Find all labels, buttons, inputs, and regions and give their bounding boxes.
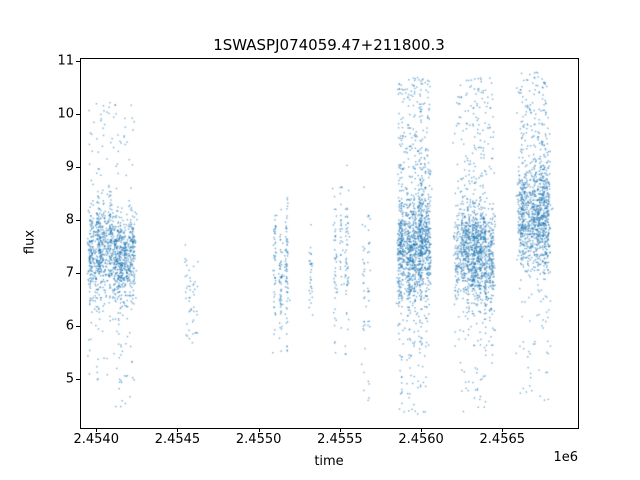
y-tick [76, 273, 80, 275]
x-tick-label: 2.4565 [479, 432, 526, 447]
y-tick-label: 11 [57, 53, 74, 69]
x-tick [421, 428, 423, 432]
y-tick-label: 6 [65, 318, 74, 334]
y-tick [76, 219, 80, 221]
y-tick [76, 326, 80, 328]
x-tick [339, 428, 341, 432]
y-tick [76, 113, 80, 115]
y-tick-label: 9 [65, 159, 74, 175]
y-tick [76, 379, 80, 381]
x-tick-label: 2.4545 [154, 432, 201, 447]
x-tick [177, 428, 179, 432]
chart-title: 1SWASPJ074059.47+211800.3 [213, 36, 445, 54]
scatter-points-canvas [81, 59, 578, 428]
x-tick-label: 2.4550 [235, 432, 282, 447]
x-tick-label: 2.4555 [317, 432, 363, 447]
x-tick-label: 2.4560 [398, 432, 444, 447]
y-tick-label: 7 [65, 265, 74, 281]
x-tick [258, 428, 260, 432]
y-tick [76, 60, 80, 62]
x-tick-label: 2.4540 [73, 432, 119, 447]
y-tick-label: 10 [57, 106, 74, 122]
y-tick [76, 166, 80, 168]
x-axis-offset-label: 1e6 [553, 450, 578, 465]
x-axis-label: time [314, 454, 344, 469]
y-tick-label: 8 [65, 212, 74, 228]
x-tick [502, 428, 504, 432]
y-axis-label: flux [22, 229, 38, 255]
x-tick [96, 428, 98, 432]
y-tick-label: 5 [65, 371, 74, 387]
plot-area [80, 58, 579, 429]
